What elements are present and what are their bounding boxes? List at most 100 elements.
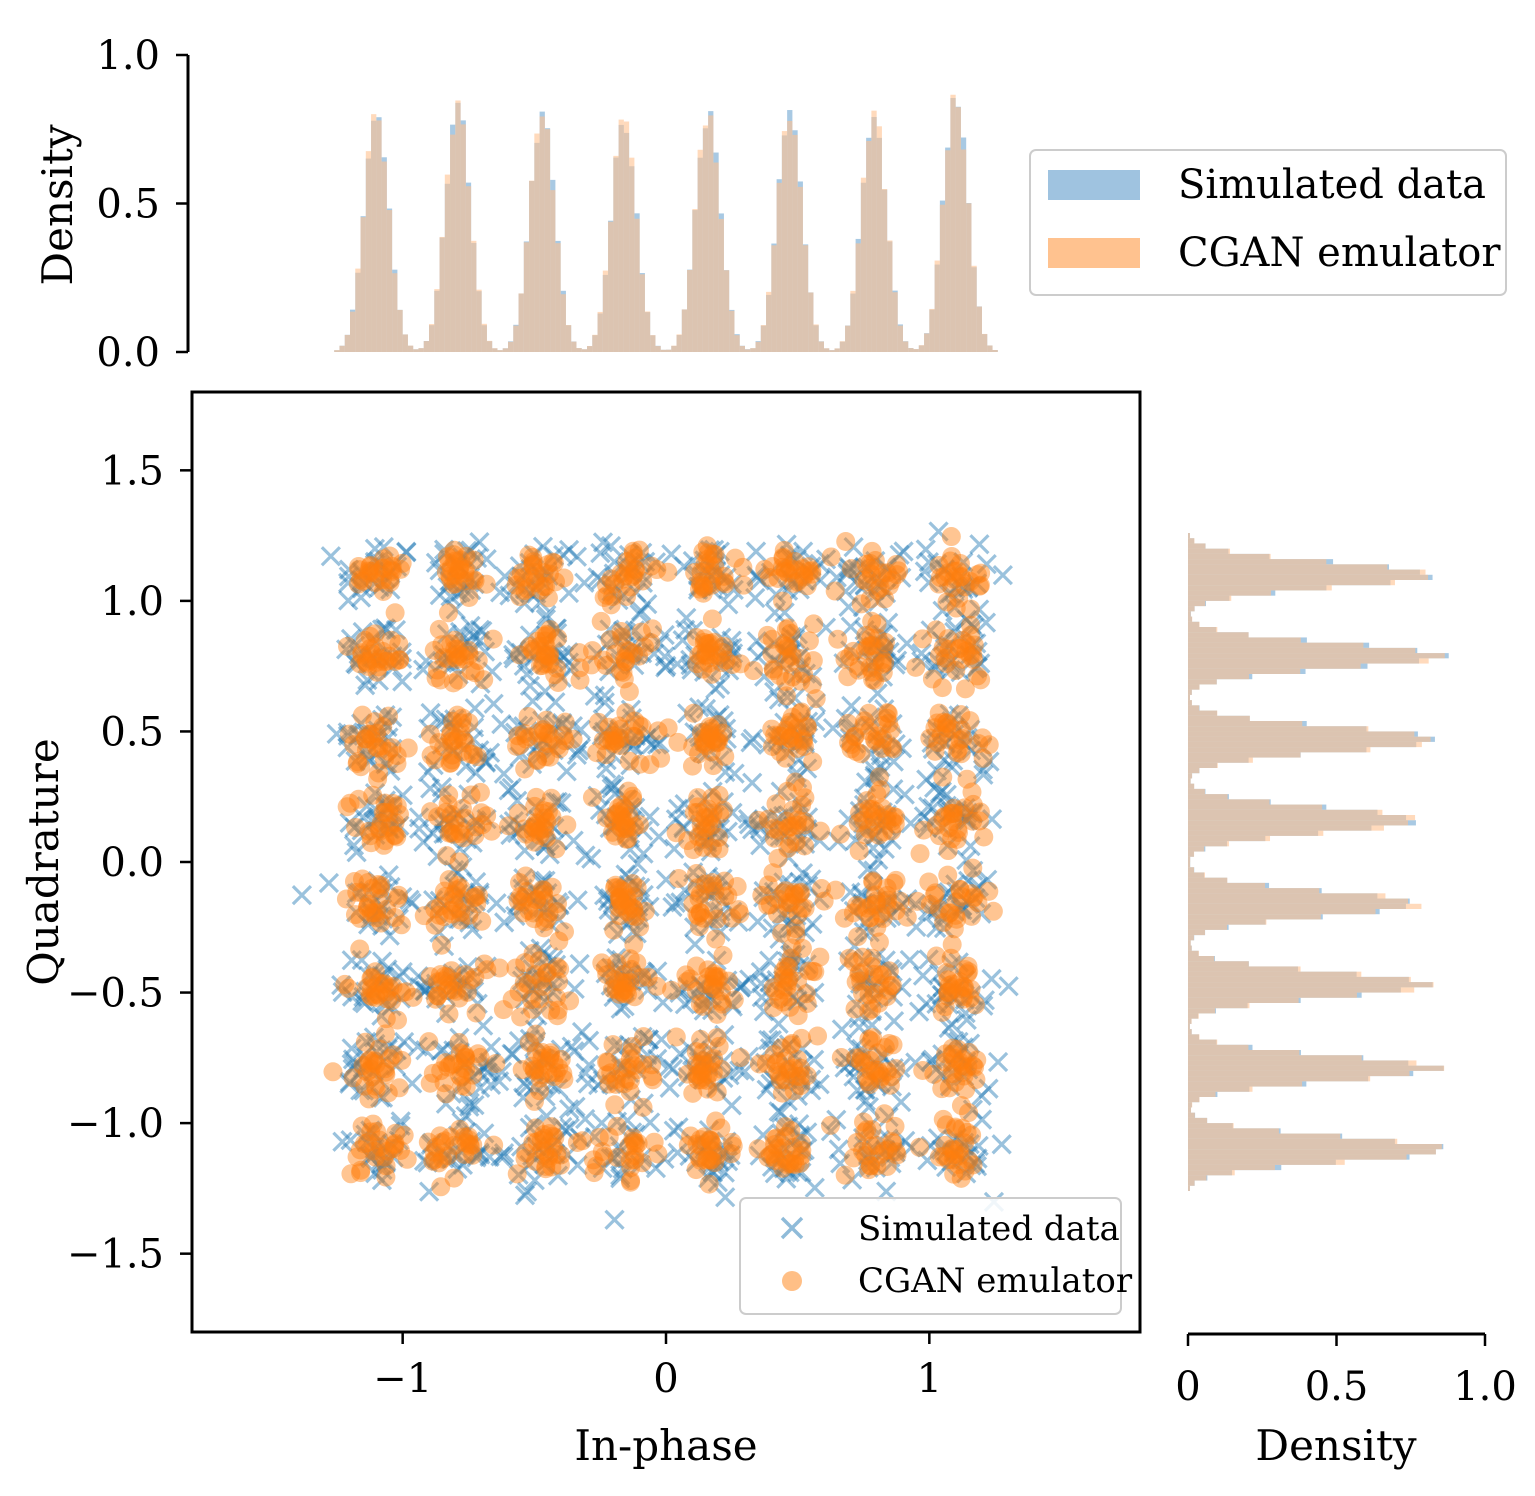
simulated-data-point bbox=[868, 732, 890, 753]
cgan-emulator-point bbox=[455, 965, 475, 985]
cgan-emulator-point bbox=[828, 629, 848, 649]
simulated-data-point bbox=[746, 565, 767, 586]
cgan-emulator-point bbox=[477, 806, 497, 826]
cgan-emulator-point bbox=[776, 1126, 796, 1146]
cgan-emulator-point bbox=[755, 559, 775, 579]
simulated-data-point bbox=[378, 727, 399, 748]
simulated-data-point bbox=[665, 892, 686, 914]
cgan-emulator-point bbox=[466, 817, 486, 837]
simulated-data-point bbox=[337, 572, 359, 593]
cgan-emulator-point bbox=[366, 1054, 386, 1074]
cgan-emulator-point bbox=[438, 981, 458, 1001]
right-histogram-bar-cgan bbox=[1188, 1107, 1192, 1113]
cgan-emulator-point bbox=[707, 1082, 727, 1102]
simulated-data-point bbox=[751, 987, 772, 1008]
simulated-data-point bbox=[747, 566, 768, 588]
simulated-data-point bbox=[620, 699, 642, 720]
simulated-data-point bbox=[356, 1132, 378, 1153]
right-histogram-bar-cgan bbox=[1188, 689, 1192, 695]
simulated-data-point bbox=[526, 576, 547, 598]
simulated-data-point bbox=[604, 1147, 625, 1169]
cgan-emulator-point bbox=[959, 1042, 979, 1062]
cgan-emulator-point bbox=[467, 894, 487, 914]
cgan-emulator-point bbox=[841, 739, 861, 759]
simulated-data-point bbox=[876, 907, 897, 929]
cgan-emulator-point bbox=[697, 536, 717, 556]
cgan-emulator-point bbox=[748, 810, 768, 830]
simulated-data-point bbox=[941, 1014, 962, 1035]
cgan-emulator-point bbox=[709, 729, 729, 749]
cgan-emulator-point bbox=[621, 1043, 641, 1063]
right-histogram-bar-cgan bbox=[1188, 611, 1191, 617]
cgan-emulator-point bbox=[711, 1118, 731, 1138]
cgan-emulator-point bbox=[441, 753, 461, 773]
top-legend-swatch-simulated bbox=[1048, 170, 1140, 200]
simulated-data-point bbox=[929, 782, 951, 804]
simulated-data-point bbox=[594, 692, 615, 713]
right-histogram-bar-cgan bbox=[1188, 783, 1195, 789]
top-histogram-bar-cgan bbox=[644, 311, 651, 352]
simulated-data-point bbox=[456, 829, 478, 850]
simulated-data-point bbox=[637, 594, 658, 615]
cgan-emulator-point bbox=[938, 982, 958, 1002]
simulated-data-point bbox=[750, 818, 771, 839]
cgan-emulator-point bbox=[550, 959, 570, 979]
simulated-data-point bbox=[611, 960, 632, 982]
simulated-data-point bbox=[446, 718, 467, 739]
cgan-emulator-point bbox=[620, 973, 640, 993]
simulated-data-point bbox=[720, 1145, 741, 1166]
simulated-data-point bbox=[377, 716, 398, 738]
cgan-emulator-point bbox=[861, 1031, 881, 1051]
simulated-data-point bbox=[858, 1144, 879, 1165]
simulated-data-point bbox=[472, 621, 493, 642]
cgan-emulator-point bbox=[695, 808, 715, 828]
cgan-emulator-point bbox=[606, 731, 626, 751]
simulated-data-point bbox=[665, 809, 686, 830]
right-histogram-bar-cgan bbox=[1188, 1170, 1235, 1176]
simulated-data-point bbox=[365, 1163, 386, 1184]
simulated-data-point bbox=[451, 1112, 472, 1133]
top-histogram-bar-cgan bbox=[550, 190, 556, 352]
cgan-emulator-point bbox=[529, 821, 549, 841]
cgan-emulator-point bbox=[764, 1129, 784, 1149]
simulated-data-point bbox=[525, 796, 546, 817]
cgan-emulator-point bbox=[708, 827, 728, 847]
cgan-emulator-point bbox=[380, 572, 400, 592]
simulated-data-point bbox=[518, 643, 540, 664]
cgan-emulator-point bbox=[376, 1156, 396, 1176]
cgan-emulator-point bbox=[730, 904, 750, 924]
right-histogram-bar-cgan bbox=[1188, 945, 1192, 951]
cgan-emulator-point bbox=[768, 1139, 788, 1159]
simulated-data-point bbox=[778, 1116, 799, 1137]
simulated-data-point bbox=[461, 579, 482, 601]
simulated-data-point bbox=[628, 907, 649, 929]
simulated-data-point bbox=[566, 744, 587, 765]
right-histogram-bar-cgan bbox=[1188, 872, 1205, 878]
simulated-data-point bbox=[611, 949, 632, 971]
simulated-data-point bbox=[704, 556, 725, 577]
simulated-data-point bbox=[632, 631, 653, 652]
simulated-data-point bbox=[332, 1131, 353, 1152]
cgan-emulator-point bbox=[947, 909, 967, 929]
cgan-emulator-point bbox=[965, 1057, 985, 1077]
simulated-data-point bbox=[368, 809, 389, 830]
simulated-data-point bbox=[946, 1128, 967, 1149]
cgan-emulator-point bbox=[942, 935, 962, 955]
simulated-data-point bbox=[944, 901, 965, 922]
cgan-emulator-point bbox=[607, 1147, 627, 1167]
simulated-data-point bbox=[523, 880, 545, 902]
cgan-emulator-point bbox=[436, 802, 456, 822]
cgan-emulator-point bbox=[347, 753, 367, 773]
top-histogram-bar-cgan bbox=[934, 260, 940, 352]
simulated-data-point bbox=[681, 659, 702, 680]
simulated-data-point bbox=[525, 1055, 546, 1076]
simulated-data-point bbox=[460, 615, 481, 637]
simulated-data-point bbox=[479, 1054, 500, 1075]
cgan-emulator-point bbox=[483, 629, 503, 649]
cgan-emulator-point bbox=[634, 1027, 654, 1047]
right-histogram-bar-cgan bbox=[1188, 1055, 1362, 1061]
cgan-emulator-point bbox=[441, 805, 461, 825]
cgan-emulator-point bbox=[520, 637, 540, 657]
top-histogram-bar-cgan bbox=[576, 348, 582, 352]
cgan-emulator-point bbox=[867, 784, 887, 804]
